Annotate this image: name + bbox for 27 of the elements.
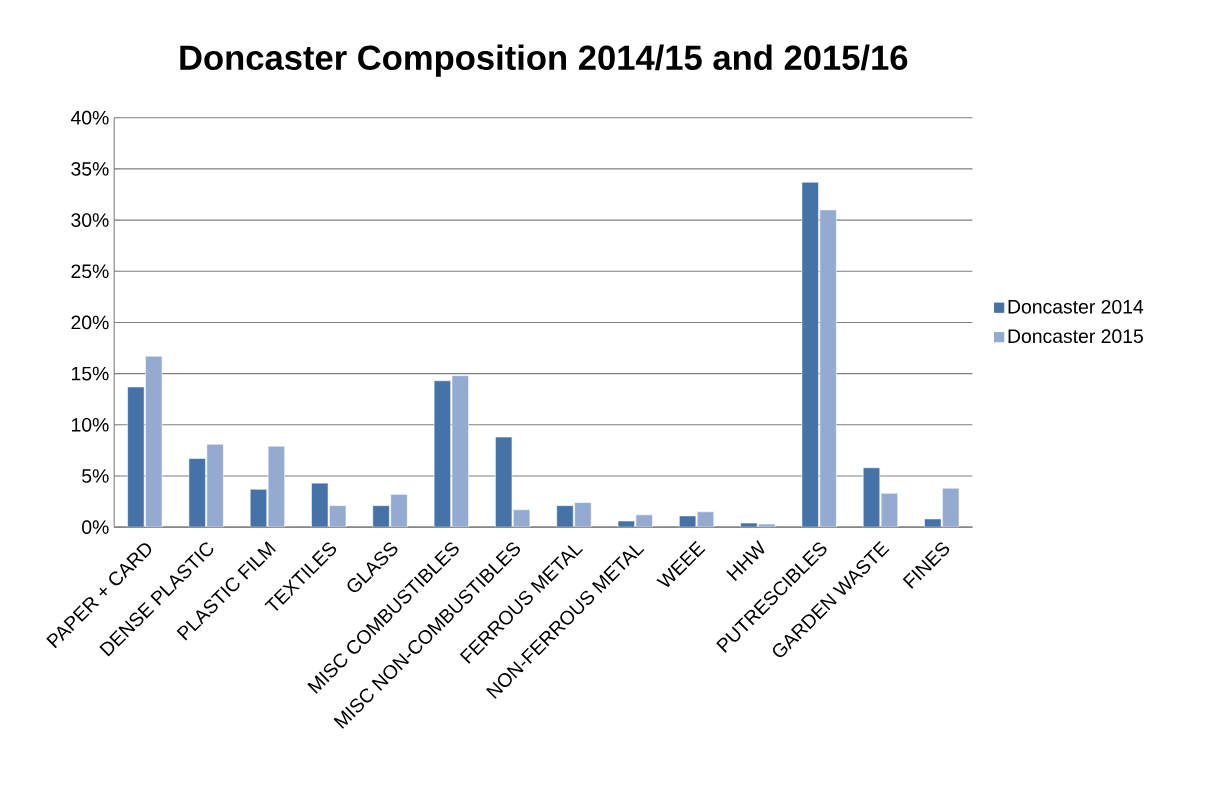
bar [127,386,145,528]
y-tick-label: 30% [71,213,109,227]
bar [372,505,390,528]
bar [452,375,469,528]
bar [268,446,285,528]
bar [801,182,819,528]
bar [145,356,163,528]
bar [495,437,512,528]
y-tick-label: 10% [71,417,109,432]
bar [574,502,592,528]
bar [206,444,224,528]
y-tick-label: 35% [71,162,109,176]
legend-label: Doncaster 2014 [1008,299,1144,314]
bar [556,505,574,528]
chart-title: Doncaster Composition 2014/15 and 2015/16 [180,44,908,77]
y-tick-label: 15% [71,366,109,381]
legend-label: Doncaster 2015 [1008,329,1143,344]
y-tick-label: 0% [82,520,109,535]
y-tick-label: 40% [70,110,109,125]
bar [434,380,451,528]
bar [188,458,206,528]
y-tick-label: 5% [82,469,109,483]
y-tick-label: 25% [71,264,109,279]
bar [863,467,880,528]
bar [390,494,408,528]
bar [819,209,837,528]
y-tick-label: 20% [71,315,109,330]
